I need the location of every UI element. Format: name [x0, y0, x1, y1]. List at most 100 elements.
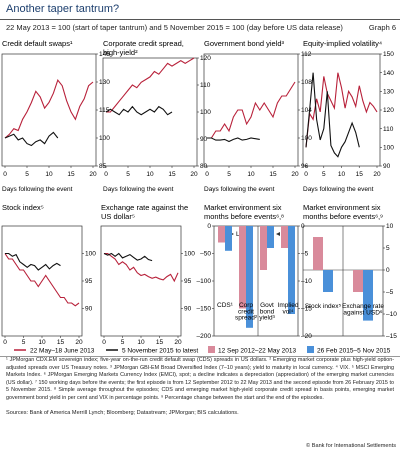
- y-tick-label: 100: [200, 109, 211, 116]
- bar: [281, 226, 288, 248]
- x-tick-label: 5: [126, 171, 130, 178]
- x-tick-label: 0: [3, 171, 7, 178]
- rhs-tick-label: –20: [301, 333, 312, 340]
- y-tick-label: 0: [386, 267, 390, 274]
- x-tick-label: 20: [174, 339, 182, 346]
- series-line-2015: [105, 105, 173, 116]
- y-tick-label: 145: [99, 51, 110, 58]
- series-line-2015: [207, 137, 260, 143]
- panel-title: Stock index⁵: [2, 203, 44, 212]
- x-axis-label: Days following the event: [103, 186, 174, 193]
- x-tick-label: 15: [156, 339, 164, 346]
- rhs-arrow-icon: [276, 232, 280, 236]
- bar: [246, 226, 253, 328]
- bar: [363, 270, 373, 321]
- panel-title: Credit default swaps¹: [2, 39, 73, 48]
- rhs-tick-label: –5: [301, 251, 309, 258]
- lhs-tick-label: –150: [197, 306, 212, 313]
- x-tick-label: 5: [22, 339, 26, 346]
- category-label: Corp: [239, 302, 253, 309]
- y-tick-label: 115: [99, 107, 110, 114]
- panel-market-environment-fx: Market environment six months before eve…: [302, 203, 397, 340]
- legend-swatch-bar-2015: [307, 346, 314, 353]
- series-line-2013: [4, 253, 80, 307]
- plot-area: 100 95 90 0 5 10 15 20: [102, 251, 195, 346]
- x-tick-label: 10: [137, 339, 145, 346]
- footnotes: ¹ JPMorgan CDX.EM sovereign index; five-…: [6, 357, 394, 401]
- legend-label-bar-2013: 12 Sep 2012–22 May 2013: [218, 348, 296, 355]
- x-axis-label: Days following the event: [303, 186, 374, 193]
- series-line-2013: [305, 72, 378, 148]
- category-label: vol⁴: [282, 308, 293, 315]
- panel-title-line-1: Market environment six: [204, 203, 282, 212]
- x-tick-label: 0: [3, 339, 7, 346]
- x-tick-label: 0: [104, 171, 108, 178]
- panel-stock-index: Stock index⁵ 100 95 90 0 5 10 15 20: [1, 203, 96, 346]
- x-tick-label: 5: [227, 171, 231, 178]
- rhs-tick-label: –15: [301, 306, 312, 313]
- bar: [313, 237, 323, 270]
- page-title: Another taper tantrum?: [6, 3, 120, 15]
- legend-lines: 22 May–18 June 2013 5 November 2015 to l…: [14, 348, 198, 355]
- plot-area: 0–50–100–150–2000–5–10–15–20LhsRhsCDS¹Co…: [197, 223, 313, 340]
- series-line-2015: [4, 131, 59, 147]
- y-tick-label: 95: [85, 278, 93, 285]
- y-tick-label: 100: [99, 135, 110, 142]
- graph-label: Graph 6: [368, 23, 396, 32]
- panel-title-line-1: Exchange rate against the: [101, 203, 188, 212]
- x-tick-label: 5: [322, 171, 326, 178]
- y-tick-label: –5: [386, 289, 394, 296]
- panel-title-line-1: Corporate credit spread,: [103, 39, 184, 48]
- sources: Sources: Bank of America Merrill Lynch; …: [6, 410, 239, 416]
- x-tick-label: 10: [146, 171, 154, 178]
- panel-equity-implied-volatility: Equity-implied volatility⁴ 1501401301201…: [302, 39, 394, 193]
- bar: [323, 270, 333, 292]
- category-label: Stock index⁵: [305, 303, 342, 310]
- y-tick-label: 90: [85, 306, 93, 313]
- panel-title-line-2: months before events⁶‚⁹: [303, 212, 383, 221]
- series-line-2013: [104, 252, 179, 283]
- x-tick-label: 15: [57, 339, 65, 346]
- x-tick-label: 10: [38, 339, 46, 346]
- x-tick-label: 10: [45, 171, 53, 178]
- category-label: credit: [238, 308, 254, 315]
- panel-title-line-1: Market environment six: [303, 203, 381, 212]
- category-label: Govt: [260, 302, 274, 309]
- x-tick-label: 20: [190, 171, 198, 178]
- rhs-tick-label: –10: [301, 278, 312, 285]
- copyright: © Bank for International Settlements: [306, 443, 396, 449]
- bar: [267, 226, 274, 248]
- plot-frame: [100, 225, 182, 337]
- y-tick-label: 5: [386, 245, 390, 252]
- subtitle: 22 May 2013 = 100 (start of taper tantru…: [6, 23, 343, 32]
- series-line-2013: [106, 57, 195, 113]
- legend-label-2013: 22 May–18 June 2013: [30, 348, 95, 355]
- y-tick-label: 130: [383, 89, 394, 96]
- y-tick-label: 85: [99, 163, 107, 170]
- panel-corporate-credit-spread: Corporate credit spread, high-yield² 120…: [102, 39, 211, 193]
- lhs-tick-label: –100: [197, 278, 212, 285]
- y-tick-label: 95: [184, 278, 192, 285]
- y-tick-label: 140: [383, 70, 394, 77]
- panel-exchange-rate: Exchange rate against the US dollar⁵ 100…: [100, 203, 195, 346]
- x-tick-label: 10: [247, 171, 255, 178]
- series-line-2015: [5, 252, 61, 271]
- y-tick-label: 120: [383, 107, 394, 114]
- series-line-2015: [305, 72, 360, 158]
- x-tick-label: 20: [89, 171, 97, 178]
- legend-bars: 12 Sep 2012–22 May 2013 26 Feb 2015–5 No…: [208, 346, 391, 355]
- panel-title-line-2: high-yield²: [103, 48, 138, 57]
- category-label: CDS¹: [217, 302, 234, 309]
- plot-frame: [203, 53, 299, 167]
- y-tick-label: 110: [383, 126, 394, 133]
- plot-frame: [102, 57, 198, 167]
- x-tick-label: 5: [25, 171, 29, 178]
- x-tick-label: 0: [102, 339, 106, 346]
- y-tick-label: 108: [301, 79, 312, 86]
